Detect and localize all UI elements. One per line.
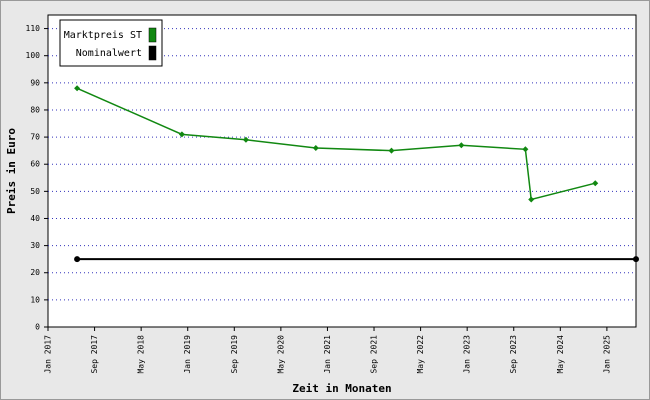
x-tick-label: May 2020 (276, 335, 285, 374)
x-tick-label: Jan 2023 (463, 335, 472, 374)
legend-label: Nominalwert (76, 48, 142, 59)
y-tick-label: 110 (26, 24, 41, 33)
y-tick-label: 0 (35, 323, 40, 332)
x-tick-label: Sep 2019 (230, 335, 239, 374)
x-tick-label: Sep 2021 (370, 335, 379, 374)
x-tick-label: May 2022 (416, 335, 425, 374)
x-axis-label: Zeit in Monaten (292, 382, 391, 395)
x-tick-label: Jan 2025 (602, 335, 611, 374)
point (74, 256, 81, 263)
point (592, 180, 599, 187)
y-tick-label: 100 (26, 51, 41, 60)
y-axis-label: Preis in Euro (5, 128, 18, 214)
point (242, 136, 249, 143)
x-tick-label: Jan 2019 (183, 335, 192, 374)
y-tick-label: 60 (30, 160, 40, 169)
x-tick-label: Jan 2017 (44, 335, 53, 374)
y-tick-label: 80 (30, 105, 40, 114)
plot-area (47, 14, 637, 328)
point (388, 147, 395, 154)
legend-swatch (148, 45, 157, 61)
point (633, 256, 639, 263)
y-tick-label: 20 (30, 268, 40, 277)
y-tick-label: 90 (30, 78, 40, 87)
point (178, 131, 185, 138)
x-tick-label: May 2018 (137, 335, 146, 374)
y-tick-label: 30 (30, 241, 40, 250)
y-tick-label: 10 (30, 295, 40, 304)
x-tick-label: May 2024 (556, 335, 565, 374)
y-tick-label: 50 (30, 187, 40, 196)
y-tick-label: 70 (30, 133, 40, 142)
point (312, 144, 319, 151)
point (522, 146, 529, 153)
x-tick-label: Jan 2021 (323, 335, 332, 374)
x-tick-label: Sep 2023 (509, 335, 518, 374)
legend-swatch (148, 27, 157, 43)
y-tick-label: 40 (30, 214, 40, 223)
point (528, 196, 535, 203)
legend-label: Marktpreis ST (64, 30, 142, 41)
legend-box (59, 19, 163, 67)
point (458, 142, 465, 149)
x-tick-label: Sep 2017 (90, 335, 99, 374)
point (74, 85, 81, 92)
